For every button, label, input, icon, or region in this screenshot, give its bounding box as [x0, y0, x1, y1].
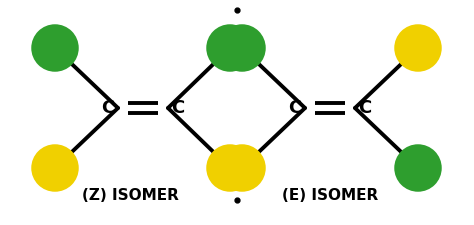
Circle shape [33, 146, 77, 190]
Circle shape [396, 26, 440, 70]
Text: C: C [288, 99, 301, 117]
Text: (Z) ISOMER: (Z) ISOMER [82, 187, 178, 202]
Circle shape [33, 26, 77, 70]
Circle shape [396, 146, 440, 190]
Circle shape [208, 26, 252, 70]
Circle shape [208, 146, 252, 190]
Text: C: C [101, 99, 115, 117]
Text: C: C [172, 99, 185, 117]
Circle shape [220, 26, 264, 70]
Text: (E) ISOMER: (E) ISOMER [282, 187, 378, 202]
Text: C: C [358, 99, 372, 117]
Circle shape [220, 146, 264, 190]
